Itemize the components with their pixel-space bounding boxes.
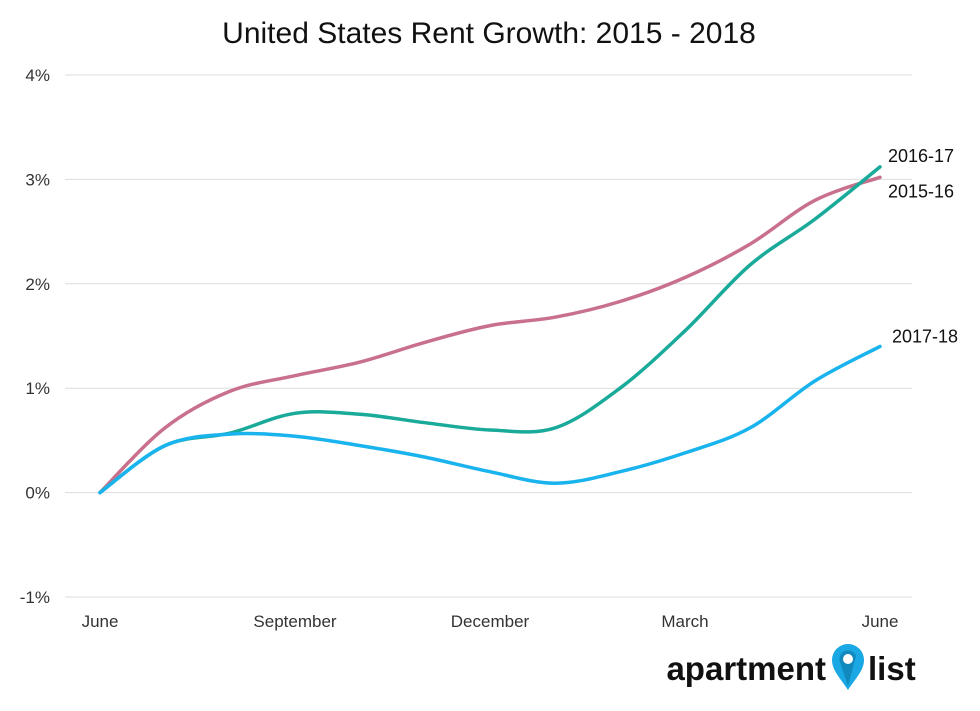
x-tick-label: December [451, 612, 530, 631]
y-tick-label: 2% [25, 275, 50, 294]
series-line-2017-18 [98, 344, 882, 495]
logo-text-apartment: apartment [666, 650, 826, 687]
series-label-2016-17: 2016-17 [888, 146, 954, 166]
series-label-2015-16: 2015-16 [888, 181, 954, 201]
x-tick-label: March [661, 612, 708, 631]
y-tick-label: 4% [25, 66, 50, 85]
y-axis-ticks: -1% 0% 1% 2% 3% 4% [20, 66, 50, 607]
series-labels: 2015-16 2016-17 2017-18 [888, 146, 958, 347]
y-tick-label: 3% [25, 170, 50, 189]
y-tick-label: 0% [25, 484, 50, 503]
series-line-2016-17 [98, 165, 882, 495]
logo-text-list: list [868, 650, 916, 687]
apartment-list-logo: apartment list [666, 644, 916, 690]
x-axis-ticks: June September December March June [82, 612, 899, 631]
x-tick-label: June [82, 612, 119, 631]
x-tick-label: September [253, 612, 336, 631]
series-lines [98, 165, 882, 495]
chart-title: United States Rent Growth: 2015 - 2018 [222, 17, 756, 50]
series-label-2017-18: 2017-18 [892, 326, 958, 346]
series-line-2015-16 [98, 175, 882, 495]
gridlines [65, 74, 912, 598]
map-pin-icon [832, 644, 864, 690]
y-tick-label: -1% [20, 588, 50, 607]
x-tick-label: June [862, 612, 899, 631]
y-tick-label: 1% [25, 379, 50, 398]
